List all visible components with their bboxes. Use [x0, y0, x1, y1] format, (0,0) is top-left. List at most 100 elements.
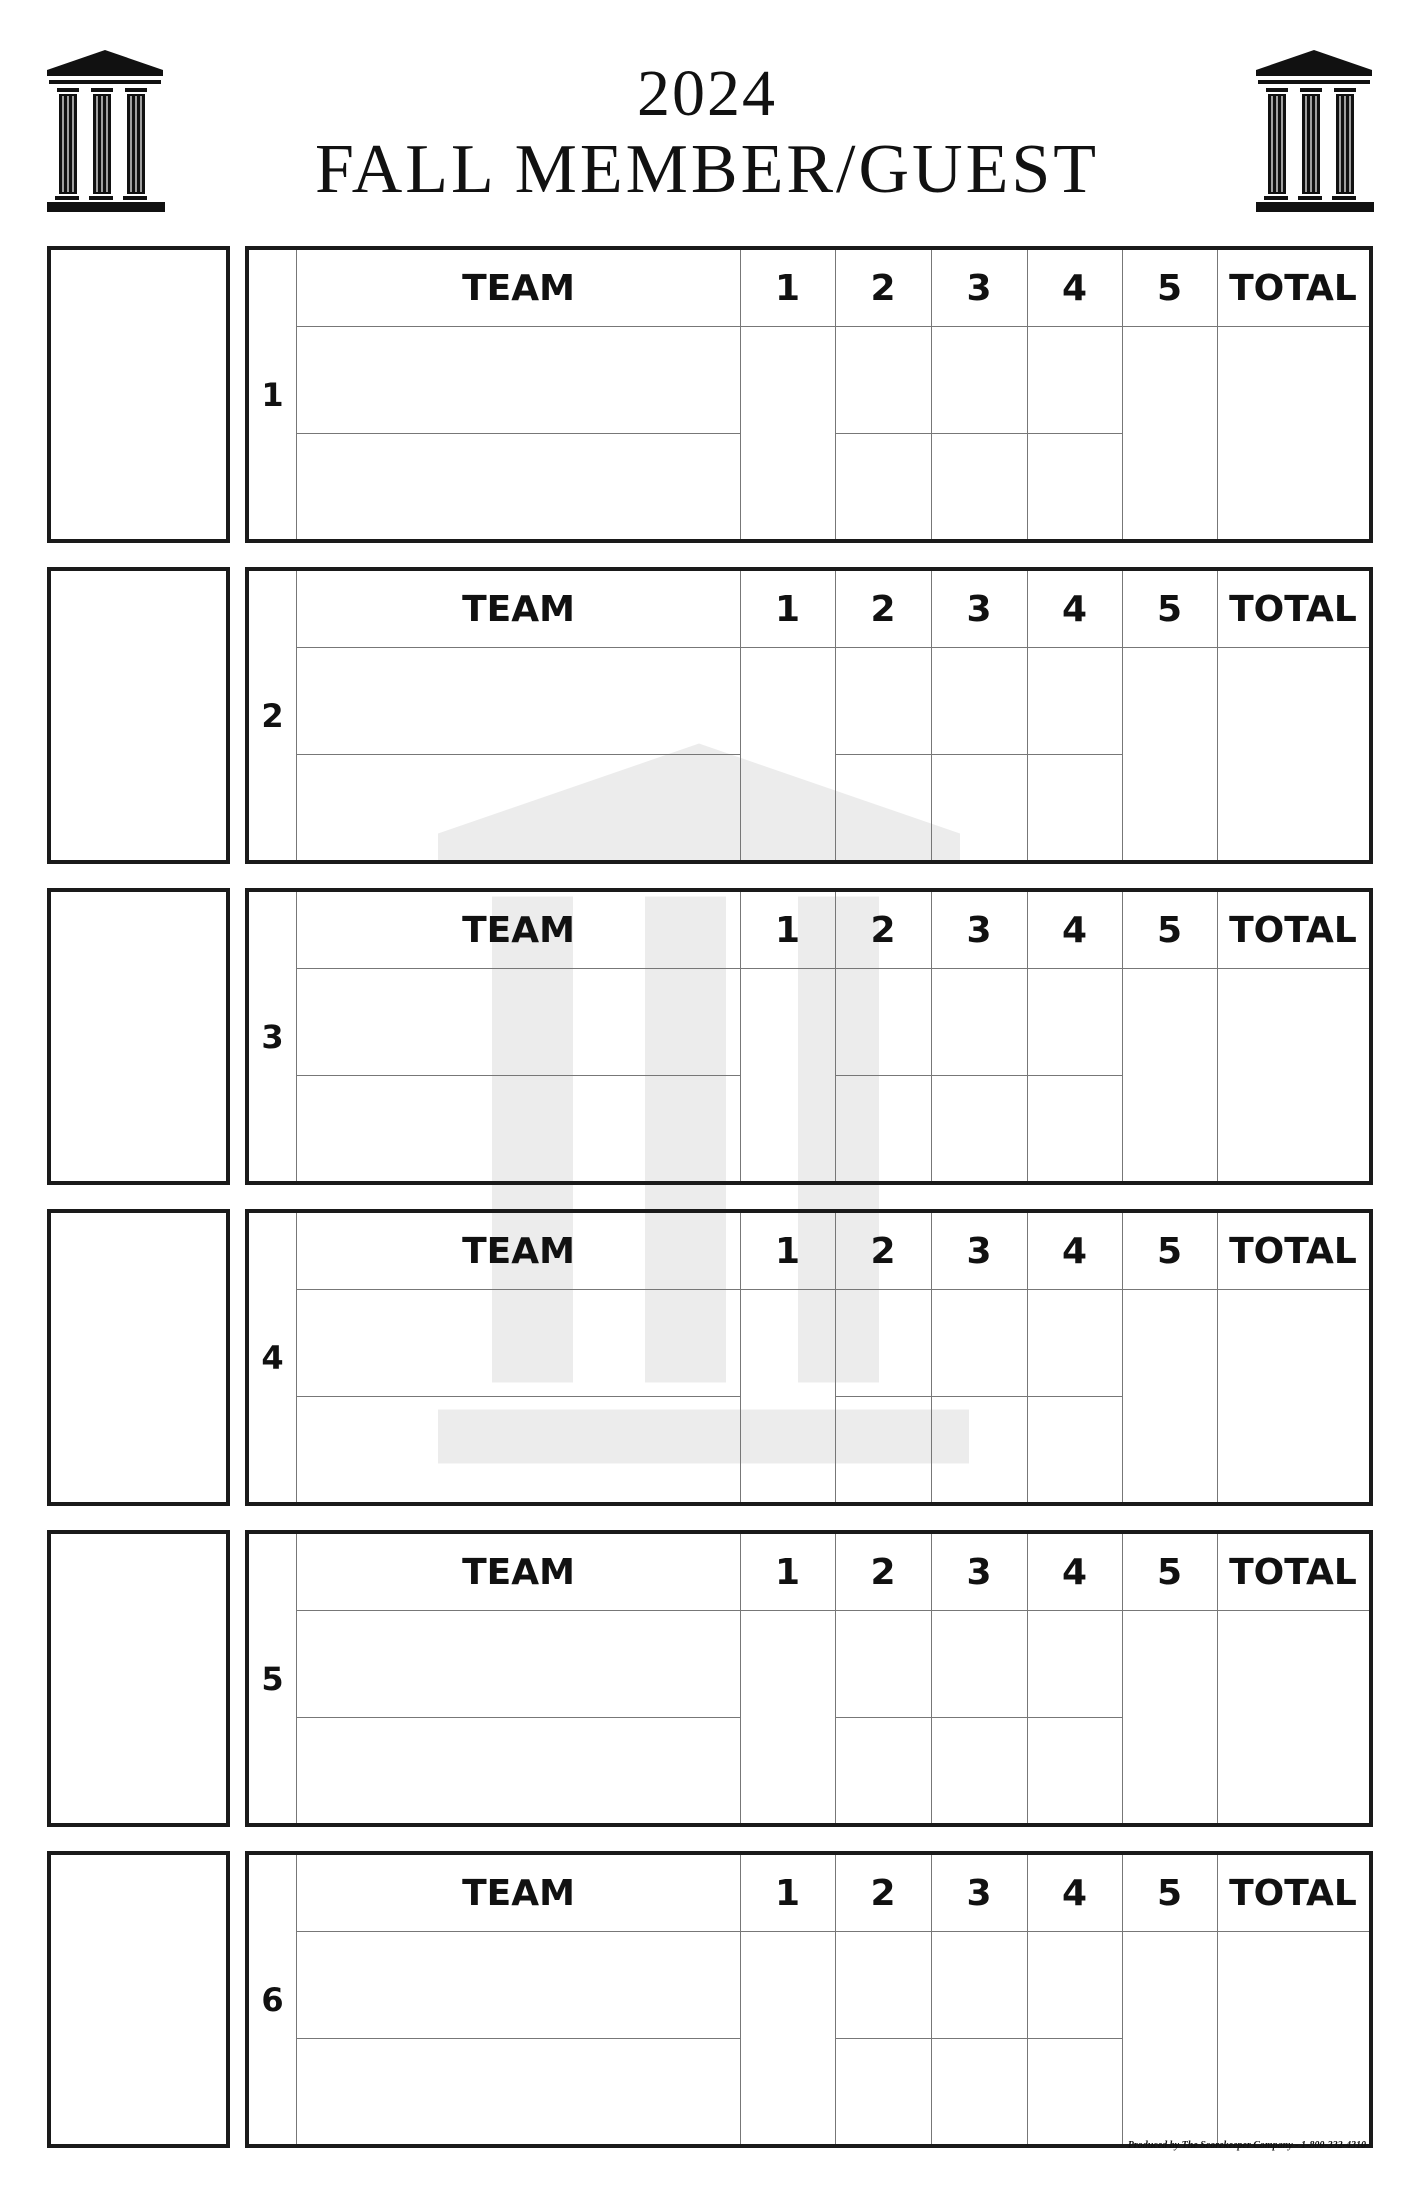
column-divider [1122, 250, 1123, 539]
total-header: TOTAL [1229, 909, 1357, 951]
column-divider [1027, 1213, 1028, 1502]
column-divider [931, 1855, 932, 2144]
team-header: TEAM [462, 588, 575, 630]
column-divider [1217, 1213, 1218, 1502]
column-divider [931, 250, 932, 539]
event-title: FALL MEMBER/GUEST [314, 131, 1100, 208]
team-header: TEAM [462, 1551, 575, 1593]
team-header: TEAM [462, 1230, 575, 1272]
column-divider [1217, 250, 1218, 539]
column-divider [835, 571, 836, 860]
team-row-divider [297, 1075, 740, 1076]
round-3-header: 3 [966, 909, 992, 951]
column-divider [740, 250, 741, 539]
column-divider [1122, 892, 1123, 1181]
team-entry-member[interactable] [297, 968, 740, 1075]
column-divider [740, 1534, 741, 1823]
team-entry-member[interactable] [297, 1931, 740, 2038]
round-5-header: 5 [1156, 909, 1183, 951]
heat-number: 2 [249, 571, 297, 860]
team-entry-member[interactable] [297, 1289, 740, 1396]
heat-side-box[interactable] [47, 246, 230, 543]
column-divider [835, 250, 836, 539]
round-5-header: 5 [1156, 588, 1183, 630]
column-divider [1122, 1855, 1123, 2144]
team-entry-guest[interactable] [297, 1075, 740, 1181]
team-entry-guest[interactable] [297, 1396, 740, 1502]
round-4-header: 4 [1061, 1230, 1088, 1272]
team-header: TEAM [462, 1872, 575, 1914]
team-entry-guest[interactable] [297, 1717, 740, 1823]
heat-number: 4 [249, 1213, 297, 1502]
heat-scoreboard: 1 TEAM 1 2 3 4 5 TOTAL [245, 246, 1373, 543]
team-row-divider [297, 2038, 740, 2039]
team-entry-guest[interactable] [297, 433, 740, 539]
heat-side-box[interactable] [47, 1209, 230, 1506]
column-divider [1122, 571, 1123, 860]
round-4-header: 4 [1061, 267, 1088, 309]
round-4-header: 4 [1061, 909, 1088, 951]
total-header: TOTAL [1229, 267, 1357, 309]
column-divider [835, 1213, 836, 1502]
column-divider [1217, 1534, 1218, 1823]
round-2-header: 2 [870, 588, 896, 630]
round-1-header: 1 [774, 588, 801, 630]
heat-side-box[interactable] [47, 567, 230, 864]
column-divider [931, 571, 932, 860]
column-divider [1217, 1855, 1218, 2144]
heat-number: 6 [249, 1855, 297, 2144]
header-divider [297, 1289, 1369, 1290]
team-entry-member[interactable] [297, 326, 740, 433]
round-1-header: 1 [774, 1230, 801, 1272]
heat-scoreboard: 4 TEAM 1 2 3 4 5 TOTAL [245, 1209, 1373, 1506]
round-5-header: 5 [1156, 1551, 1183, 1593]
team-entry-member[interactable] [297, 1610, 740, 1717]
round-5-header: 5 [1156, 267, 1183, 309]
score-row-divider [835, 1075, 1122, 1076]
round-3-header: 3 [966, 1551, 992, 1593]
heat-side-box[interactable] [47, 1530, 230, 1827]
round-4-header: 4 [1061, 1872, 1088, 1914]
score-row-divider [835, 1717, 1122, 1718]
round-2-header: 2 [870, 1230, 896, 1272]
score-row-divider [835, 754, 1122, 755]
round-3-header: 3 [966, 267, 992, 309]
header-divider [297, 968, 1369, 969]
round-1-header: 1 [774, 909, 801, 951]
heat-scoreboard: 2 TEAM 1 2 3 4 5 TOTAL [245, 567, 1373, 864]
round-3-header: 3 [966, 1872, 992, 1914]
score-row-divider [835, 433, 1122, 434]
column-divider [1217, 571, 1218, 860]
team-row-divider [297, 433, 740, 434]
column-divider [740, 571, 741, 860]
team-entry-member[interactable] [297, 647, 740, 754]
header-divider [297, 647, 1369, 648]
temple-column-icon [47, 50, 165, 212]
score-row-divider [835, 1396, 1122, 1397]
team-header: TEAM [462, 267, 575, 309]
column-divider [1122, 1213, 1123, 1502]
round-2-header: 2 [870, 267, 896, 309]
column-divider [1027, 1855, 1028, 2144]
header-divider [297, 326, 1369, 327]
heat-side-box[interactable] [47, 888, 230, 1185]
round-4-header: 4 [1061, 1551, 1088, 1593]
temple-column-icon [1256, 50, 1374, 212]
temple-watermark-icon [438, 743, 969, 1464]
footer-credit: Produced by The Scorekeeper Company - 1-… [1127, 2140, 1366, 2151]
heat-scoreboard: 5 TEAM 1 2 3 4 5 TOTAL [245, 1530, 1373, 1827]
total-header: TOTAL [1229, 588, 1357, 630]
column-divider [931, 892, 932, 1181]
round-3-header: 3 [966, 1230, 992, 1272]
team-entry-guest[interactable] [297, 754, 740, 860]
column-divider [1217, 892, 1218, 1181]
event-year: 2024 [637, 57, 777, 130]
total-header: TOTAL [1229, 1551, 1357, 1593]
column-divider [740, 892, 741, 1181]
round-1-header: 1 [774, 1551, 801, 1593]
round-1-header: 1 [774, 1872, 801, 1914]
team-entry-guest[interactable] [297, 2038, 740, 2144]
heat-side-box[interactable] [47, 1851, 230, 2148]
column-divider [931, 1534, 932, 1823]
column-divider [1027, 571, 1028, 860]
